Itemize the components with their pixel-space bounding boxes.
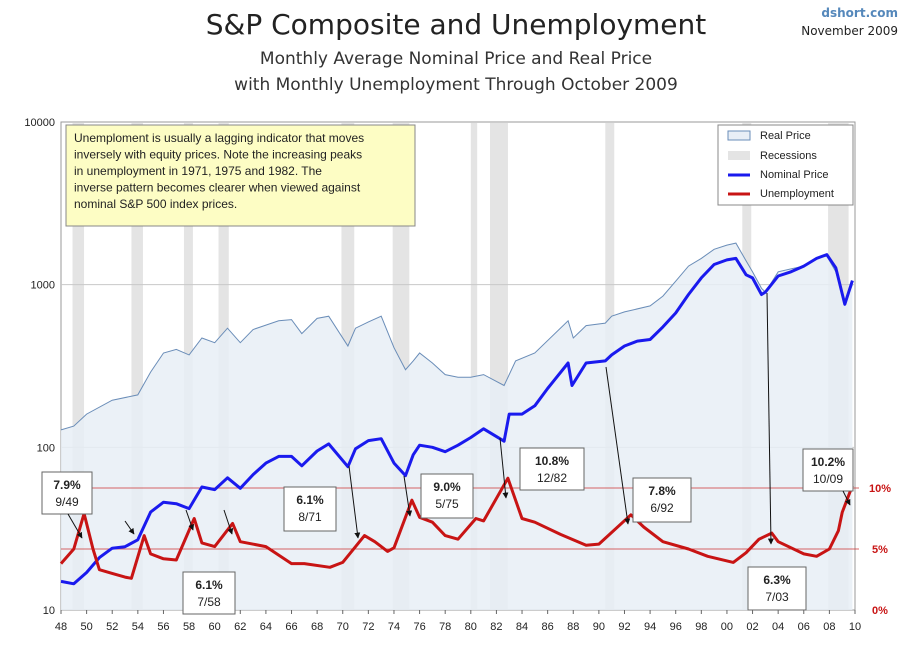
legend-label-real-price: Real Price	[760, 130, 811, 142]
x-axis-tick-label: 54	[132, 621, 144, 633]
x-axis-tick-label: 78	[439, 621, 451, 633]
right-axis-tick-label: 10%	[869, 483, 891, 495]
x-axis-tick-label: 98	[695, 621, 707, 633]
right-axis-tick-label: 5%	[872, 544, 888, 556]
annotation-date: 8/71	[298, 510, 322, 524]
x-axis-tick-label: 80	[465, 621, 477, 633]
annotation-box	[802, 448, 854, 492]
unemployment-line	[59, 476, 854, 580]
annotation-value: 10.2%	[811, 455, 845, 469]
annotation-box	[519, 447, 585, 491]
x-axis-tick-label: 06	[798, 621, 810, 633]
lag-arrow	[185, 509, 195, 531]
x-axis-tick-label: 56	[157, 621, 169, 633]
nominal-price-line	[60, 253, 854, 586]
annotation-box	[420, 473, 474, 519]
annotation-date: 12/82	[537, 471, 567, 485]
chart-subtitle-line2: with Monthly Unemployment Through Octobe…	[234, 75, 678, 95]
legend-swatch-recessions	[728, 151, 750, 160]
annotation-box	[41, 471, 93, 515]
recession-band	[131, 123, 143, 609]
recession-band	[470, 123, 478, 609]
x-axis-tick-label: 02	[746, 621, 758, 633]
lag-arrow	[605, 366, 631, 525]
x-axis-tick-label: 92	[618, 621, 630, 633]
brand-label: dshort.com	[821, 6, 898, 20]
note-text-line: nominal S&P 500 index prices.	[74, 197, 237, 211]
x-axis-tick-label: 66	[285, 621, 297, 633]
annotation-box	[182, 571, 236, 615]
annotation-date: 6/92	[650, 501, 674, 515]
annotation-value: 9.0%	[433, 480, 461, 494]
x-axis-tick-label: 86	[542, 621, 554, 633]
x-axis-tick-label: 64	[260, 621, 272, 633]
x-axis-tick-label: 04	[772, 621, 784, 633]
x-axis-tick-label: 96	[670, 621, 682, 633]
legend-label-recessions: Recessions	[760, 150, 817, 162]
lag-arrow	[124, 520, 135, 535]
note-text-line: Unemploment is usually a lagging indicat…	[74, 131, 364, 145]
real-price-line	[60, 242, 853, 431]
note-text-line: inverse pattern becomes clearer when vie…	[74, 181, 361, 195]
x-axis-tick-label: 88	[567, 621, 579, 633]
x-axis-tick-label: 82	[490, 621, 502, 633]
x-axis-tick-label: 84	[516, 621, 528, 633]
x-axis-tick-label: 48	[55, 621, 67, 633]
callout-pointer	[67, 513, 83, 539]
recession-band	[72, 123, 85, 609]
x-axis-tick-label: 10	[849, 621, 861, 633]
left-axis-tick-label: 10	[43, 605, 55, 617]
annotation-date: 7/03	[765, 590, 789, 604]
x-axis-tick-label: 50	[80, 621, 92, 633]
chart-subtitle-line1: Monthly Average Nominal Price and Real P…	[259, 49, 653, 69]
publish-date: November 2009	[801, 24, 898, 38]
x-axis-tick-label: 72	[362, 621, 374, 633]
x-axis-tick-label: 68	[311, 621, 323, 633]
note-text-line: inversely with equity prices. Note the i…	[74, 148, 362, 162]
lag-arrow	[223, 509, 234, 535]
legend-label-unemployment: Unemployment	[760, 188, 834, 200]
annotation-box	[747, 566, 807, 611]
chart-title: S&P Composite and Unemployment	[205, 8, 707, 41]
lag-arrow	[766, 292, 774, 545]
x-axis-tick-label: 70	[337, 621, 349, 633]
lag-arrow	[403, 475, 413, 517]
lag-arrow	[348, 465, 361, 539]
x-axis-tick-label: 52	[106, 621, 118, 633]
annotation-box	[632, 477, 692, 523]
annotation-date: 5/75	[435, 497, 459, 511]
annotation-value: 7.8%	[648, 484, 676, 498]
x-axis-tick-label: 74	[388, 621, 400, 633]
annotation-value: 6.1%	[195, 578, 223, 592]
callout-pointer	[842, 490, 851, 506]
note-box	[65, 124, 416, 227]
annotation-value: 6.3%	[763, 573, 791, 587]
note-text-line: in unemployment in 1971, 1975 and 1982. …	[74, 164, 322, 178]
left-axis-tick-label: 100	[37, 442, 55, 454]
annotation-value: 10.8%	[535, 454, 569, 468]
annotation-value: 7.9%	[53, 478, 81, 492]
right-axis-tick-label: 0%	[872, 605, 888, 617]
annotation-date: 9/49	[55, 495, 79, 509]
x-axis-tick-label: 94	[644, 621, 656, 633]
x-axis-tick-label: 00	[721, 621, 733, 633]
x-axis-tick-label: 62	[234, 621, 246, 633]
left-axis-tick-label: 1000	[31, 280, 55, 292]
legend-swatch-real-price	[727, 130, 751, 141]
x-axis-tick-label: 76	[413, 621, 425, 633]
x-axis-tick-label: 90	[593, 621, 605, 633]
annotation-value: 6.1%	[296, 493, 324, 507]
lag-arrow	[499, 437, 509, 499]
annotation-date: 10/09	[813, 472, 843, 486]
left-axis-tick-label: 10000	[24, 117, 55, 129]
x-axis-tick-label: 58	[183, 621, 195, 633]
annotation-date: 7/58	[197, 595, 221, 609]
x-axis-tick-label: 08	[823, 621, 835, 633]
legend-label-nominal-price: Nominal Price	[760, 169, 828, 181]
annotation-box	[283, 486, 337, 532]
x-axis-tick-label: 60	[209, 621, 221, 633]
